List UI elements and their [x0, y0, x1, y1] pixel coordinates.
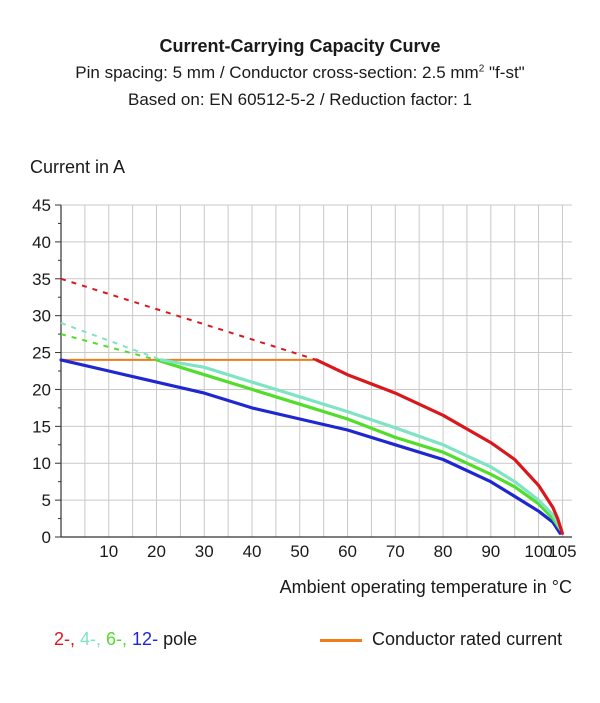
legend-poles: 2-, 4-, 6-, 12- pole	[54, 629, 197, 650]
x-tick-label: 30	[195, 542, 214, 561]
series-2-pole-line	[314, 358, 564, 535]
x-tick-label: 50	[290, 542, 309, 561]
series-2-pole-dashed	[60, 277, 317, 361]
legend-rated-swatch	[320, 638, 362, 642]
series-4-pole-dashed	[60, 322, 162, 361]
legend-rated-current: Conductor rated current	[320, 629, 562, 650]
subtitle-1-sup: 2	[478, 63, 485, 75]
legend-pole-6: 6-,	[106, 629, 133, 649]
x-tick-label: 70	[386, 542, 405, 561]
legend-pole-4: 4-,	[80, 629, 107, 649]
y-axis-label: Current in A	[30, 157, 126, 177]
y-tick-label: 40	[32, 233, 51, 252]
legend-pole-12: 12-	[132, 629, 164, 649]
series-4-pole-line	[159, 358, 563, 532]
x-axis-label: Ambient operating temperature in °C	[279, 577, 572, 597]
y-tick-label: 35	[32, 270, 51, 289]
x-tick-label: 105	[548, 542, 576, 561]
y-tick-label: 0	[42, 528, 51, 547]
x-tick-label: 80	[434, 542, 453, 561]
x-tick-label: 100	[524, 542, 552, 561]
x-tick-label: 10	[99, 542, 118, 561]
x-tick-label: 90	[481, 542, 500, 561]
subtitle-1-suffix: "f-st"	[484, 63, 525, 82]
subtitle-1-text: Pin spacing: 5 mm / Conductor cross-sect…	[75, 63, 479, 82]
series-6-pole-line	[154, 358, 563, 532]
y-tick-label: 5	[42, 491, 51, 510]
x-tick-label: 60	[338, 542, 357, 561]
chart-subtitle-1: Pin spacing: 5 mm / Conductor cross-sect…	[0, 63, 600, 83]
y-tick-label: 15	[32, 417, 51, 436]
y-tick-label: 45	[32, 196, 51, 215]
x-tick-label: 20	[147, 542, 166, 561]
chart-subtitle-2: Based on: EN 60512-5-2 / Reduction facto…	[128, 90, 472, 109]
y-tick-label: 20	[32, 380, 51, 399]
series-12-pole-line	[59, 358, 562, 535]
legend-rated-label: Conductor rated current	[372, 629, 563, 649]
y-tick-label: 30	[32, 307, 51, 326]
x-tick-label: 40	[243, 542, 262, 561]
chart-title: Current-Carrying Capacity Curve	[159, 36, 441, 56]
y-tick-label: 25	[32, 344, 51, 363]
y-tick-label: 10	[32, 454, 51, 473]
legend-pole-2: 2-,	[54, 629, 81, 649]
legend-pole-suffix: pole	[163, 629, 198, 649]
